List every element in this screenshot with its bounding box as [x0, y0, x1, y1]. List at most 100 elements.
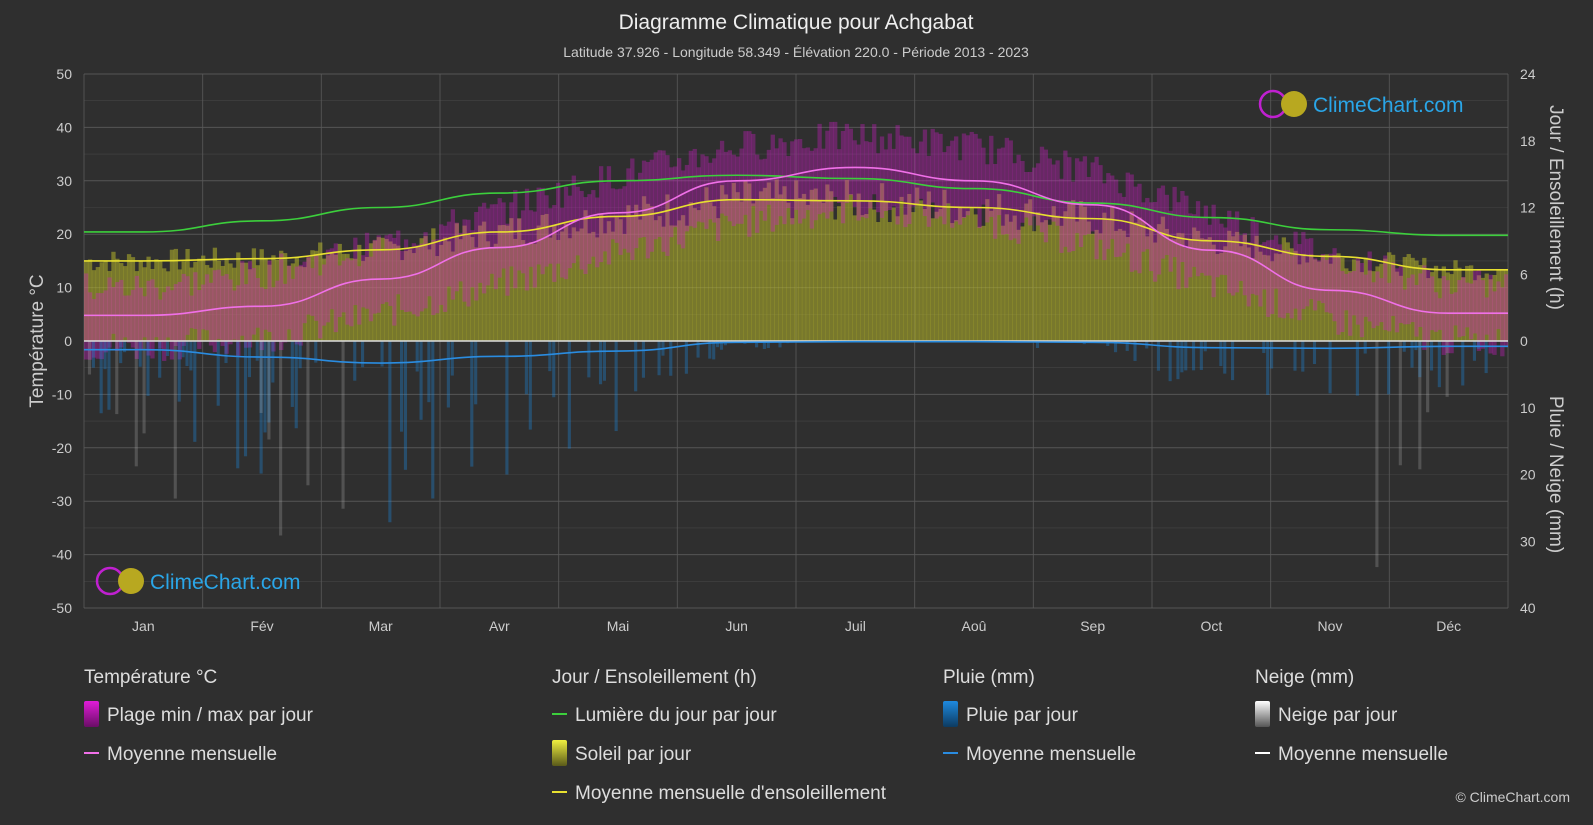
- sunshine-day-bar: [509, 218, 514, 341]
- rain-day-bar: [403, 341, 408, 470]
- sunshine-day-bar: [368, 243, 374, 341]
- sunshine-day-bar: [797, 197, 803, 341]
- rain-day-bar: [1472, 341, 1477, 361]
- rain-day-bar: [146, 341, 150, 396]
- temp-range-day-bar: [1032, 167, 1037, 217]
- sunshine-day-bar: [462, 225, 467, 341]
- legend-item-label: Neige par jour: [1278, 705, 1398, 726]
- temp-range-day-bar: [306, 256, 311, 315]
- sunshine-day-bar: [1402, 257, 1407, 341]
- temp-range-day-bar: [1121, 196, 1127, 253]
- sunshine-day-bar: [731, 182, 736, 341]
- temp-range-day-bar: [1004, 137, 1010, 235]
- temp-range-day-bar: [95, 293, 101, 359]
- temp-range-day-bar: [87, 292, 93, 360]
- sunshine-day-bar: [852, 215, 857, 341]
- sunshine-day-bar: [220, 265, 225, 341]
- right-top-tick-label: 18: [1520, 133, 1536, 149]
- snow-day-bar: [173, 341, 177, 499]
- rain-day-bar: [1312, 341, 1317, 365]
- temp-range-day-bar: [509, 202, 514, 267]
- sunshine-day-bar: [400, 260, 405, 341]
- sunshine-day-bar: [298, 266, 303, 341]
- temp-range-day-bar: [337, 265, 342, 318]
- rain-day-bar: [259, 341, 263, 474]
- sunshine-day-bar: [637, 219, 643, 341]
- temp-range-day-bar: [1492, 291, 1497, 355]
- brand-top: ClimeChart.com: [1313, 94, 1464, 117]
- temp-range-day-bar: [1125, 172, 1130, 244]
- sunshine-day-bar: [1113, 230, 1119, 341]
- sunshine-day-bar: [1059, 225, 1064, 341]
- left-tick-label: -20: [52, 440, 72, 456]
- legend-item-label: Moyenne mensuelle: [1278, 744, 1448, 765]
- temp-range-day-bar: [1028, 171, 1033, 226]
- temp-range-day-bar: [1375, 271, 1380, 326]
- temp-range-day-bar: [696, 167, 701, 222]
- sunshine-day-bar: [1484, 273, 1489, 341]
- sunshine-day-bar: [809, 189, 814, 341]
- sunshine-day-bar: [353, 258, 358, 341]
- sunshine-day-bar: [602, 233, 608, 341]
- temp-range-day-bar: [637, 172, 643, 238]
- temp-range-day-bar: [1270, 239, 1275, 315]
- temp-range-day-bar: [805, 147, 811, 211]
- temp-range-day-bar: [591, 190, 596, 257]
- temp-range-day-bar: [212, 270, 218, 353]
- sunshine-day-bar: [243, 262, 249, 341]
- temp-range-day-bar: [985, 164, 990, 223]
- left-axis-title: Température °C: [27, 274, 48, 407]
- sunshine-day-bar: [251, 248, 257, 341]
- temp-range-day-bar: [232, 290, 237, 340]
- temp-range-day-bar: [1394, 268, 1400, 333]
- temp-range-day-bar: [657, 150, 662, 237]
- sunshine-day-bar: [813, 188, 818, 341]
- rain-day-bar: [446, 341, 450, 408]
- sunshine-day-bar: [1492, 274, 1497, 341]
- temp-range-day-bar: [954, 136, 959, 222]
- sunshine-day-bar: [782, 186, 787, 341]
- temp-range-day-bar: [762, 158, 768, 221]
- sunshine-day-bar: [318, 242, 323, 341]
- sunshine-day-bar: [84, 261, 89, 341]
- temp-range-day-bar: [524, 188, 530, 291]
- sunshine-day-bar: [903, 214, 908, 341]
- sunshine-day-bar: [1422, 257, 1427, 341]
- snow-day-bar: [134, 341, 138, 467]
- plot-area: [84, 121, 1508, 568]
- sunshine-day-bar: [833, 219, 838, 341]
- temp-range-day-bar: [790, 141, 795, 225]
- sunshine-day-bar: [786, 202, 791, 341]
- temp-range-day-bar: [1418, 273, 1423, 328]
- temp-range-day-bar: [1242, 233, 1248, 296]
- sunshine-day-bar: [501, 224, 506, 341]
- rain-day-bar: [548, 341, 552, 372]
- snow-day-bar: [259, 341, 263, 413]
- rain-day-bar: [1223, 341, 1227, 374]
- sunshine-day-bar: [579, 228, 584, 341]
- sunshine-day-bar: [712, 206, 717, 341]
- legend-item-label: Moyenne mensuelle d'ensoleillement: [575, 783, 887, 804]
- temp-range-day-bar: [735, 156, 740, 224]
- sunshine-day-bar: [1028, 199, 1033, 341]
- temp-range-day-bar: [587, 194, 592, 264]
- temp-range-day-bar: [333, 243, 338, 333]
- temp-range-day-bar: [1180, 190, 1185, 262]
- sunshine-day-bar: [938, 208, 943, 341]
- sunshine-day-bar: [1437, 278, 1443, 341]
- temp-range-day-bar: [1437, 298, 1443, 330]
- temp-range-day-bar: [439, 224, 444, 305]
- sunshine-day-bar: [1020, 226, 1025, 341]
- sunshine-day-bar: [1289, 248, 1294, 341]
- sunshine-day-bar: [474, 247, 479, 341]
- sunshine-day-bar: [977, 226, 982, 341]
- sunshine-day-bar: [692, 208, 697, 341]
- sunshine-day-bar: [583, 210, 588, 341]
- temp-range-day-bar: [290, 278, 296, 341]
- rain-day-bar: [602, 341, 607, 381]
- temp-range-day-bar: [926, 155, 931, 227]
- left-tick-label: -50: [52, 600, 72, 616]
- temp-range-day-bar: [630, 158, 635, 261]
- sunshine-day-bar: [271, 255, 276, 341]
- rain-day-bar: [505, 341, 509, 475]
